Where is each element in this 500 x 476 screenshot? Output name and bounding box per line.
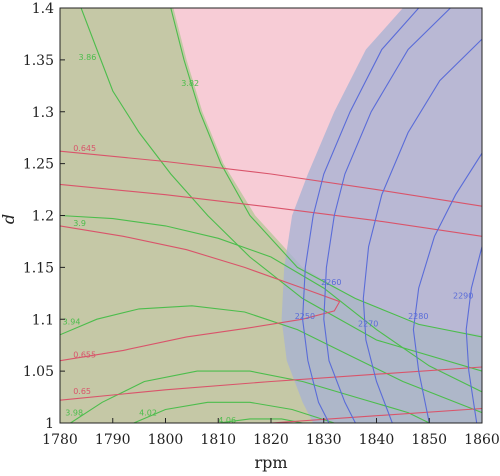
green-contour-3.94 [60, 305, 482, 414]
x-tick-label: 1860 [464, 432, 500, 448]
x-tick-label: 1830 [306, 432, 342, 448]
x-tick-label: 1840 [359, 432, 395, 448]
green-contour-4.06 [218, 418, 303, 423]
red-contour-0.655 [60, 225, 341, 362]
y-tick-label: 1.1 [32, 312, 54, 328]
contour-label: 4.02 [139, 409, 157, 418]
contour-label: 2280 [408, 312, 428, 321]
blue-contour-2280 [412, 152, 482, 423]
contour-label: 4.06 [218, 416, 236, 425]
red-contour-unlabeled-1 [60, 183, 482, 237]
y-axis-label: d [0, 214, 18, 224]
y-tick-label: 1.15 [23, 260, 54, 276]
y-tick-label: 1.25 [23, 157, 54, 173]
blue-region [281, 8, 482, 423]
x-tick-label: 1810 [200, 432, 236, 448]
contour-label: 3.86 [79, 53, 97, 62]
red-contour-0.65 [60, 366, 482, 401]
y-tick-label: 1.35 [23, 53, 54, 69]
x-tick-label: 1800 [148, 432, 184, 448]
green-contour-3.98 [70, 370, 430, 423]
x-tick-label: 1820 [253, 432, 289, 448]
x-tick-label: 1790 [95, 432, 131, 448]
red-contour-0.645 [60, 150, 482, 207]
contour-label: 0.645 [73, 144, 96, 153]
x-tick-label: 1780 [42, 432, 78, 448]
contour-label: 0.65 [73, 387, 91, 396]
contour-label: 2270 [358, 320, 378, 329]
y-tick-label: 1.2 [32, 209, 54, 225]
contour-label: 2250 [295, 312, 315, 321]
x-axis: 1780 1790 1800 1810 1820 1830 1840 1850 1860 [42, 418, 500, 448]
green-contour-3.82 [170, 8, 482, 338]
blue-contour-2250 [323, 8, 451, 423]
contour-label: 2290 [453, 292, 473, 301]
y-axis: 1 1.05 1.1 1.15 1.2 1.25 1.3 1.35 1.4 [23, 1, 65, 432]
green-contour-3.86 [80, 8, 482, 372]
blue-contour-2270 [362, 38, 482, 423]
contour-lines [60, 8, 482, 423]
x-axis-label: rpm [254, 453, 287, 472]
contour-label: 3.82 [181, 79, 199, 88]
contour-label: 3.9 [73, 219, 86, 228]
contour-labels: 3.86 3.82 3.9 3.94 3.98 4.02 4.06 0.645 0.655 0.6… [63, 53, 474, 425]
y-tick-label: 1.4 [32, 1, 54, 17]
contour-label: 0.655 [73, 351, 96, 360]
blue-contour-2260 [302, 8, 420, 423]
contour-label: 3.94 [63, 317, 81, 326]
contour-label: 3.98 [65, 409, 83, 418]
plot-area: 3.86 3.82 3.9 3.94 3.98 4.02 4.06 0.645 0.655 0.6… [60, 8, 482, 425]
y-tick-label: 1.3 [32, 105, 54, 121]
green-contour-4.02 [133, 401, 335, 423]
green-contour-3.9 [60, 214, 482, 393]
red-contour-unlabeled-4 [270, 407, 482, 423]
contour-label: 2260 [321, 278, 341, 287]
blue-contour-2290 [465, 246, 482, 423]
y-tick-label: 1 [45, 416, 54, 432]
y-tick-label: 1.05 [23, 364, 54, 380]
x-tick-label: 1850 [411, 432, 447, 448]
